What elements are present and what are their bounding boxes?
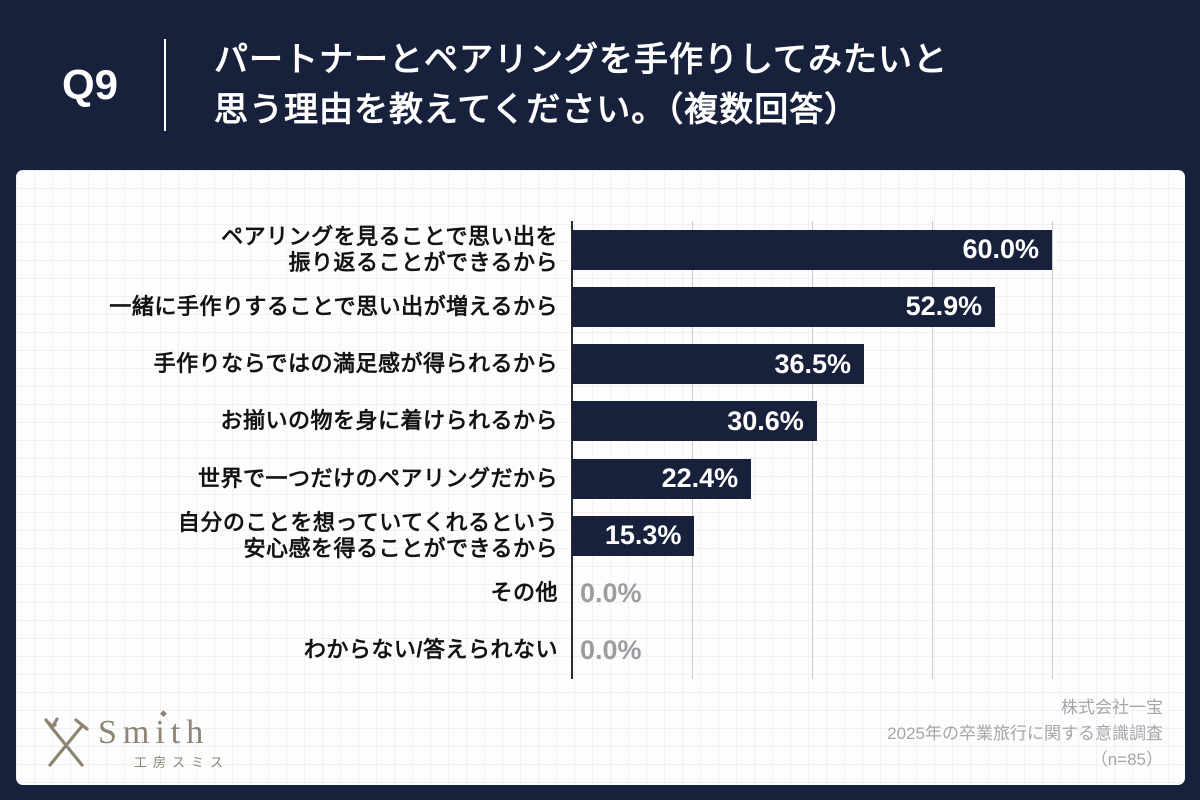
question-number: Q9 — [61, 61, 119, 108]
category-label: ペアリングを見ることで思い出を 振り返ることができるから — [221, 223, 558, 275]
bar: 60.0% — [572, 229, 1052, 270]
source-sample-size: （n=85） — [1090, 750, 1163, 769]
bar-track: 52.9% — [572, 278, 1172, 335]
bar-track: 0.0% — [572, 565, 1172, 622]
logo-subtitle: 工房スミス — [134, 755, 230, 770]
bar: 0.0% — [572, 573, 642, 613]
value-label: 36.5% — [774, 348, 851, 379]
bar-track: 30.6% — [572, 393, 1172, 450]
gridline-15pct — [692, 221, 693, 679]
value-label: 0.0% — [580, 577, 642, 608]
page-title: パートナーとペアリングを手作りしてみたいと 思う理由を教えてください。（複数回答… — [214, 35, 948, 135]
chart-row: お揃いの物を身に着けられるから 30.6% — [16, 393, 1172, 450]
category-label: 手作りならではの満足感が得られるから — [153, 351, 558, 377]
value-label: 30.6% — [727, 405, 804, 436]
gridline-30pct — [812, 221, 813, 679]
value-label: 15.3% — [604, 520, 682, 551]
gridline-45pct — [932, 221, 933, 679]
bar: 30.6% — [572, 401, 817, 442]
page-title-line2: 思う理由を教えてください。（複数回答） — [214, 91, 860, 129]
value-label: 60.0% — [962, 234, 1039, 265]
gridline-60pct — [1052, 221, 1053, 679]
diamond-icon: ◆ — [160, 708, 167, 718]
y-axis-line — [571, 221, 573, 679]
value-label: 52.9% — [905, 291, 983, 322]
chart-row: 世界で一つだけのペアリングだから 22.4% — [16, 450, 1172, 507]
chart-row: その他 0.0% — [16, 565, 1172, 622]
chart-row: 一緒に手作りすることで思い出が増えるから 52.9% — [16, 278, 1172, 335]
category-label: 世界で一つだけのペアリングだから — [197, 465, 558, 491]
bar-track: 0.0% — [572, 622, 1172, 679]
header: Q9 パートナーとペアリングを手作りしてみたいと 思う理由を教えてください。（複… — [0, 0, 1200, 170]
bar: 22.4% — [572, 458, 752, 499]
company-logo: Smith ◆ 工房スミス — [42, 708, 230, 771]
source-survey-name: 2025年の卒業旅行に関する意識調査 — [887, 724, 1163, 743]
bar: 36.5% — [572, 344, 864, 385]
category-label: わからない/答えられない — [303, 637, 558, 663]
bar-track: 22.4% — [572, 450, 1172, 507]
value-label: 22.4% — [661, 463, 739, 494]
chart-card: ペアリングを見ることで思い出を 振り返ることができるから 60.0% 一緒に手作… — [16, 170, 1185, 785]
value-label: 0.0% — [580, 634, 642, 665]
logo-brand: Smith — [98, 714, 210, 751]
gridlines — [571, 221, 1172, 679]
chart-row: わからない/答えられない 0.0% — [16, 622, 1172, 679]
page-title-line1: パートナーとペアリングを手作りしてみたいと — [214, 41, 948, 79]
chart-row: 手作りならではの満足感が得られるから 36.5% — [16, 336, 1172, 393]
chart-rows: ペアリングを見ることで思い出を 振り返ることができるから 60.0% 一緒に手作… — [16, 221, 1172, 679]
source-company: 株式会社一宝 — [1061, 698, 1163, 717]
category-label: 自分のことを想っていてくれるという 安心感を得ることができるから — [177, 509, 558, 561]
bar-chart: ペアリングを見ることで思い出を 振り返ることができるから 60.0% 一緒に手作… — [16, 221, 1172, 679]
bar: 0.0% — [572, 630, 642, 670]
survey-source: 株式会社一宝 2025年の卒業旅行に関する意識調査 （n=85） — [887, 695, 1163, 773]
bar-track: 36.5% — [572, 336, 1172, 393]
bar-track: 15.3% — [572, 507, 1172, 564]
bar-track: 60.0% — [572, 221, 1172, 278]
chart-row: ペアリングを見ることで思い出を 振り返ることができるから 60.0% — [16, 221, 1172, 278]
crossed-tools-icon — [44, 717, 89, 767]
category-label: お揃いの物を身に着けられるから — [220, 408, 558, 434]
logo-text: Smith ◆ 工房スミス — [98, 708, 230, 771]
header-divider — [164, 39, 166, 131]
bar: 15.3% — [572, 515, 695, 556]
bar: 52.9% — [572, 286, 996, 327]
chart-row: 自分のことを想っていてくれるという 安心感を得ることができるから 15.3% — [16, 507, 1172, 564]
category-label: 一緒に手作りすることで思い出が増えるから — [109, 293, 558, 319]
category-label: その他 — [490, 580, 558, 606]
